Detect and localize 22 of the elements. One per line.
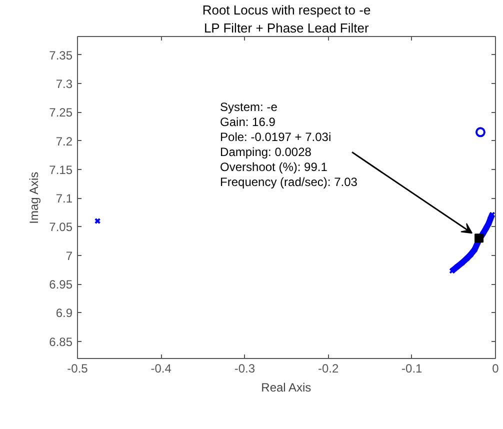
y-tick-label: 7.25 <box>49 106 73 120</box>
y-tick-label: 7 <box>66 248 73 263</box>
y-tick-label: 6.85 <box>49 334 73 349</box>
annotation: System: -e Gain: 16.9 Pole: -0.0197 + 7.03i Damping: 0.0028 Overshoot (%): 99.1 Frequency (rad/sec): 7.03 <box>220 100 358 190</box>
y-tick-label: 6.9 <box>56 306 73 320</box>
chart-title: Root Locus with respect to -e <box>202 2 371 18</box>
y-tick-label: 6.95 <box>49 278 73 292</box>
x-tick-label: -0.3 <box>234 362 256 376</box>
y-tick-label: 7.05 <box>49 220 73 234</box>
y-tick-label: 7.15 <box>49 162 73 177</box>
y-axis-title: Imag Axis <box>27 172 42 224</box>
y-tick-label: 7.3 <box>56 76 73 91</box>
y-tick-label: 7.2 <box>56 134 73 148</box>
y-tick-label: 7.35 <box>49 48 73 62</box>
x-tick-label: -0.2 <box>318 362 339 376</box>
x-axis-title: Real Axis <box>261 380 312 394</box>
x-tick-label: 0 <box>492 362 500 376</box>
x-tick-label: -0.1 <box>402 362 423 376</box>
y-tick-label: 7.1 <box>56 192 73 206</box>
x-tick-label: -0.5 <box>67 362 88 376</box>
chart-subtitle: LP Filter + Phase Lead Filter <box>204 20 370 36</box>
x-tick-label: -0.4 <box>150 362 172 376</box>
